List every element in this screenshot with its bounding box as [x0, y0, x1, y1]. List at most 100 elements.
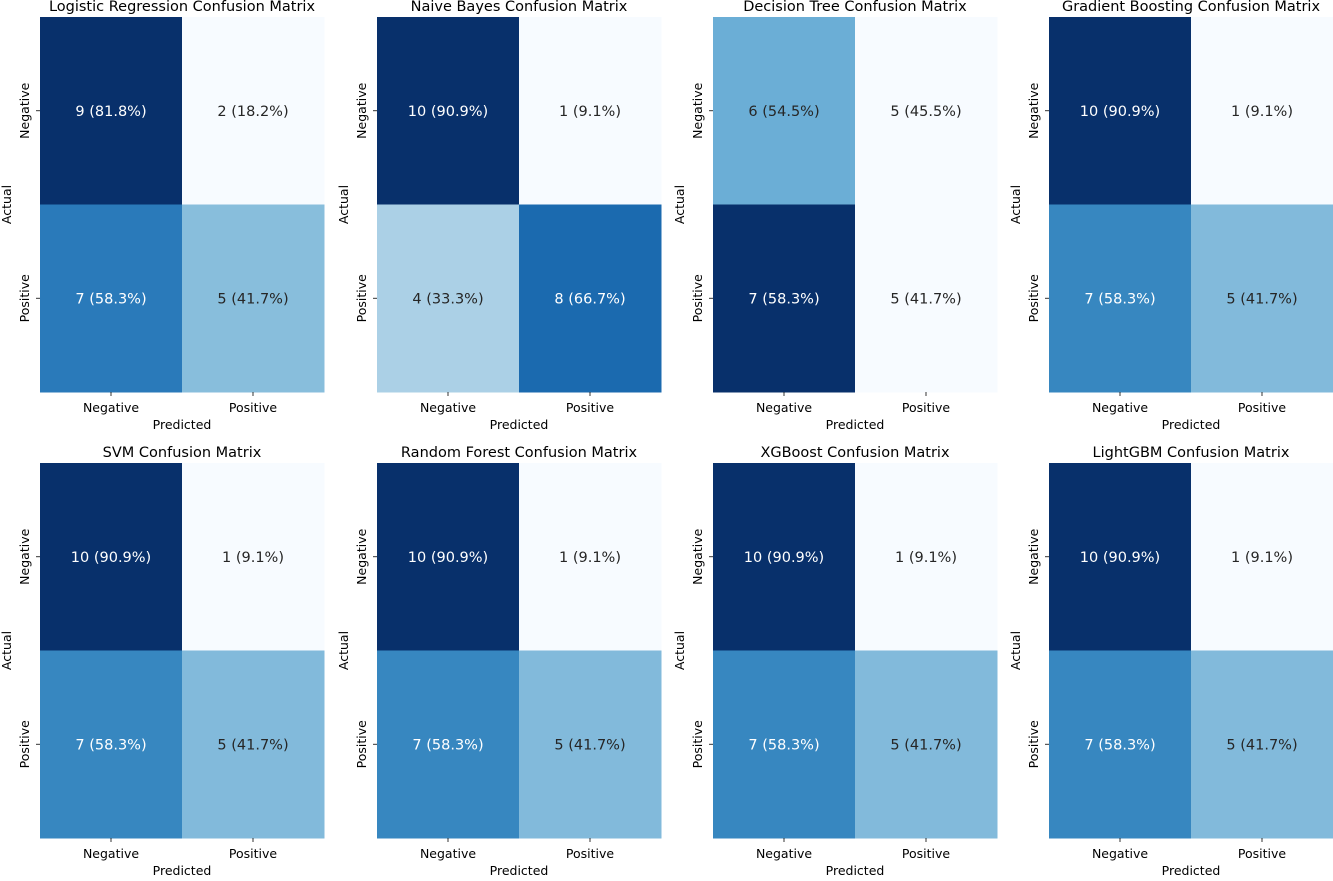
cell-annotation: 10 (90.9%)	[408, 550, 488, 566]
cell-annotation: 6 (54.5%)	[748, 104, 819, 120]
x-tick-label: Positive	[902, 846, 950, 861]
heatmap-cell	[519, 17, 662, 205]
x-axis-label: Predicted	[1162, 417, 1221, 432]
heatmap-cell	[377, 463, 520, 651]
chart-title: Gradient Boosting Confusion Matrix	[1062, 0, 1320, 15]
cell-annotation: 10 (90.9%)	[744, 550, 824, 566]
y-tick-label: Positive	[1026, 720, 1041, 768]
cell-annotation: 5 (41.7%)	[217, 737, 288, 753]
x-tick-label: Positive	[566, 400, 614, 415]
y-axis-label: Actual	[672, 185, 687, 224]
chart-title: Naive Bayes Confusion Matrix	[411, 0, 628, 15]
y-tick-label: Positive	[690, 274, 705, 322]
confusion-matrix-panel: Logistic Regression Confusion Matrix 9 (8…	[0, 0, 325, 432]
x-axis-label: Predicted	[153, 863, 212, 877]
y-axis-label: Actual	[0, 185, 14, 224]
cell-annotation: 5 (41.7%)	[890, 291, 961, 307]
cell-annotation: 7 (58.3%)	[75, 737, 146, 753]
cell-annotation: 8 (66.7%)	[554, 291, 625, 307]
y-tick-label: Positive	[354, 274, 369, 322]
x-tick-label: Negative	[420, 846, 476, 861]
chart-title: Random Forest Confusion Matrix	[401, 445, 638, 461]
x-tick-label: Positive	[902, 400, 950, 415]
confusion-matrix-panel: Naive Bayes Confusion Matrix 10 (90.9%) 1 …	[336, 0, 662, 432]
x-axis-label: Predicted	[490, 417, 549, 432]
heatmap-cell	[1191, 650, 1333, 839]
heatmap-cell	[377, 17, 520, 205]
heatmap-cell	[519, 463, 662, 651]
heatmap-cell	[519, 204, 662, 393]
cell-annotation: 1 (9.1%)	[559, 104, 621, 120]
cell-annotation: 5 (41.7%)	[217, 291, 288, 307]
chart-title: Logistic Regression Confusion Matrix	[49, 0, 316, 15]
x-tick-label: Negative	[420, 400, 476, 415]
y-tick-label: Negative	[1026, 82, 1041, 138]
x-tick-label: Negative	[1092, 400, 1148, 415]
cell-annotation: 1 (9.1%)	[222, 550, 284, 566]
cell-annotation: 5 (41.7%)	[1226, 291, 1297, 307]
cell-annotation: 7 (58.3%)	[1084, 291, 1155, 307]
heatmap-cell	[377, 650, 520, 839]
y-tick-label: Negative	[690, 82, 705, 138]
heatmap-cell	[855, 650, 998, 839]
y-axis-label: Actual	[336, 185, 351, 224]
cell-annotation: 5 (45.5%)	[890, 104, 961, 120]
cell-annotation: 7 (58.3%)	[75, 291, 146, 307]
x-axis-label: Predicted	[826, 863, 885, 877]
heatmap-cell	[519, 650, 662, 839]
confusion-matrix-panel: LightGBM Confusion Matrix 10 (90.9%) 1 (9.…	[1008, 445, 1333, 878]
cell-annotation: 4 (33.3%)	[412, 291, 483, 307]
x-tick-label: Negative	[756, 400, 812, 415]
x-tick-label: Positive	[229, 400, 277, 415]
y-axis-label: Actual	[1008, 631, 1023, 670]
cell-annotation: 7 (58.3%)	[412, 737, 483, 753]
y-tick-label: Negative	[354, 528, 369, 584]
heatmap-cell	[40, 204, 183, 393]
heatmap-cell	[182, 650, 325, 839]
heatmap-cell	[855, 204, 998, 393]
cell-annotation: 1 (9.1%)	[1231, 550, 1293, 566]
y-tick-label: Negative	[1026, 528, 1041, 584]
x-tick-label: Positive	[1238, 400, 1286, 415]
cell-annotation: 2 (18.2%)	[217, 104, 288, 120]
x-tick-label: Negative	[83, 846, 139, 861]
heatmap-cell	[713, 650, 856, 839]
x-tick-label: Positive	[566, 846, 614, 861]
cell-annotation: 1 (9.1%)	[895, 550, 957, 566]
heatmap-cell	[182, 17, 325, 205]
x-tick-label: Negative	[756, 846, 812, 861]
cell-annotation: 5 (41.7%)	[1226, 737, 1297, 753]
y-tick-label: Negative	[354, 82, 369, 138]
cell-annotation: 5 (41.7%)	[554, 737, 625, 753]
chart-title: XGBoost Confusion Matrix	[760, 445, 950, 461]
heatmap-cell	[182, 463, 325, 651]
cell-annotation: 5 (41.7%)	[890, 737, 961, 753]
chart-title: LightGBM Confusion Matrix	[1093, 445, 1290, 461]
heatmap-cell	[40, 17, 183, 205]
y-tick-label: Negative	[17, 528, 32, 584]
heatmap-cell	[1191, 17, 1333, 205]
x-axis-label: Predicted	[153, 417, 212, 432]
heatmap-cell	[1191, 463, 1333, 651]
heatmap-cell	[182, 204, 325, 393]
y-axis-label: Actual	[0, 631, 14, 670]
y-tick-label: Positive	[354, 720, 369, 768]
x-axis-label: Predicted	[826, 417, 885, 432]
x-axis-label: Predicted	[1162, 863, 1221, 877]
y-tick-label: Positive	[17, 720, 32, 768]
heatmap-cell	[1049, 17, 1192, 205]
heatmap-cell	[855, 463, 998, 651]
confusion-matrix-panel: Gradient Boosting Confusion Matrix 10 (90…	[1008, 0, 1333, 432]
x-tick-label: Positive	[1238, 846, 1286, 861]
cell-annotation: 10 (90.9%)	[408, 104, 488, 120]
x-axis-label: Predicted	[490, 863, 549, 877]
cell-annotation: 7 (58.3%)	[1084, 737, 1155, 753]
x-tick-label: Positive	[229, 846, 277, 861]
cell-annotation: 7 (58.3%)	[748, 291, 819, 307]
y-axis-label: Actual	[336, 631, 351, 670]
heatmap-cell	[713, 17, 856, 205]
y-axis-label: Actual	[672, 631, 687, 670]
heatmap-cell	[1049, 204, 1192, 393]
y-tick-label: Negative	[17, 82, 32, 138]
